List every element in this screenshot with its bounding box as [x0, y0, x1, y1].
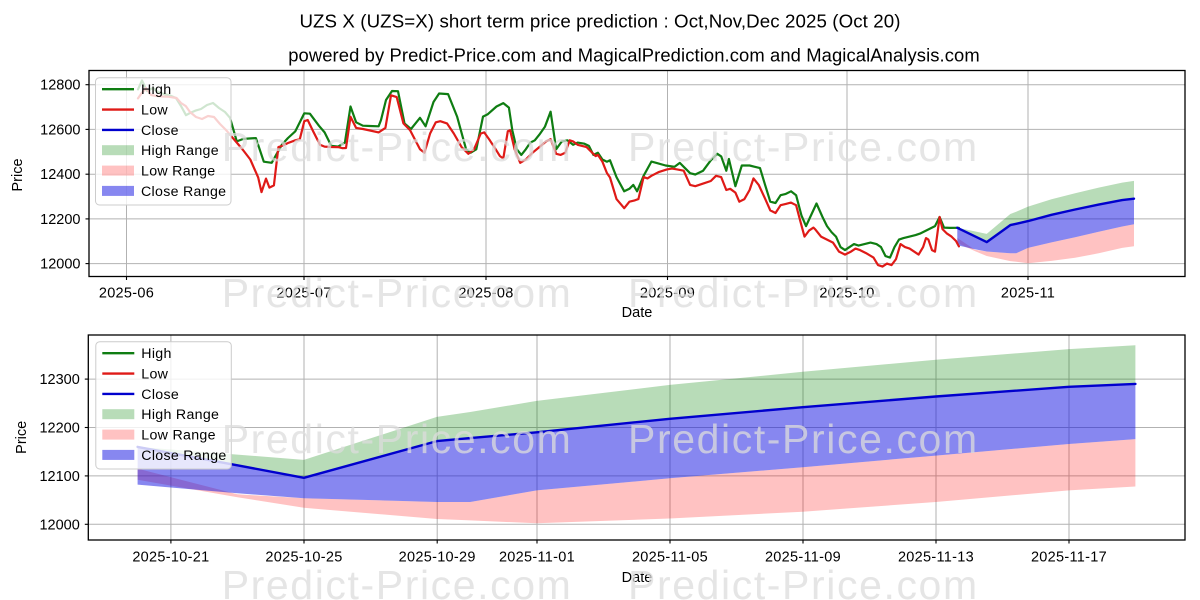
svg-text:Date: Date	[622, 305, 653, 321]
svg-text:Price: Price	[10, 158, 26, 191]
svg-text:Low Range: Low Range	[141, 164, 215, 180]
svg-text:Predict-Price.com: Predict-Price.com	[628, 270, 979, 316]
svg-text:2025-11-05: 2025-11-05	[632, 550, 708, 566]
svg-text:UZS X (UZS=X) short term price: UZS X (UZS=X) short term price predictio…	[299, 10, 900, 31]
svg-text:Predict-Price.com: Predict-Price.com	[628, 416, 979, 462]
svg-text:2025-10-29: 2025-10-29	[399, 550, 476, 566]
svg-text:12200: 12200	[40, 212, 80, 228]
svg-text:12600: 12600	[40, 122, 80, 138]
svg-text:2025-10-25: 2025-10-25	[265, 550, 342, 566]
svg-text:2025-08: 2025-08	[458, 286, 513, 302]
svg-text:2025-07: 2025-07	[276, 286, 331, 302]
svg-text:12100: 12100	[39, 469, 79, 485]
svg-text:powered by Predict-Price.com a: powered by Predict-Price.com and Magical…	[288, 44, 980, 65]
svg-text:Predict-Price.com: Predict-Price.com	[628, 562, 979, 600]
svg-text:2025-06: 2025-06	[99, 286, 154, 302]
svg-text:Price: Price	[14, 421, 30, 454]
svg-text:2025-11-01: 2025-11-01	[499, 550, 575, 566]
svg-text:High: High	[141, 346, 171, 362]
svg-text:Predict-Price.com: Predict-Price.com	[222, 416, 573, 462]
svg-text:12800: 12800	[40, 78, 80, 94]
svg-text:12200: 12200	[39, 421, 79, 437]
svg-text:Close Range: Close Range	[141, 184, 226, 200]
svg-text:2025-11-13: 2025-11-13	[898, 550, 974, 566]
svg-text:2025-11: 2025-11	[1001, 286, 1055, 302]
svg-text:2025-09: 2025-09	[640, 286, 695, 302]
svg-text:Date: Date	[622, 570, 653, 586]
svg-text:High: High	[141, 82, 171, 98]
svg-text:Close: Close	[141, 123, 179, 139]
svg-text:Predict-Price.com: Predict-Price.com	[222, 562, 573, 600]
svg-text:Predict-Price.com: Predict-Price.com	[628, 124, 979, 170]
svg-text:12300: 12300	[39, 372, 79, 388]
svg-text:2025-11-17: 2025-11-17	[1031, 550, 1107, 566]
svg-text:Predict-Price.com: Predict-Price.com	[222, 124, 573, 170]
svg-text:High Range: High Range	[141, 143, 219, 159]
svg-text:High Range: High Range	[141, 407, 219, 423]
svg-text:2025-10-21: 2025-10-21	[132, 550, 209, 566]
svg-text:12400: 12400	[40, 167, 80, 183]
svg-text:2025-10: 2025-10	[819, 286, 874, 302]
svg-text:12000: 12000	[40, 257, 80, 273]
svg-text:Close: Close	[141, 387, 179, 403]
svg-text:Predict-Price.com: Predict-Price.com	[222, 270, 573, 316]
svg-text:12000: 12000	[39, 517, 79, 533]
svg-text:Low: Low	[141, 103, 168, 119]
svg-text:Low Range: Low Range	[141, 428, 215, 444]
svg-text:2025-11-09: 2025-11-09	[765, 550, 841, 566]
svg-text:Close Range: Close Range	[141, 448, 226, 464]
svg-text:Low: Low	[141, 367, 168, 383]
